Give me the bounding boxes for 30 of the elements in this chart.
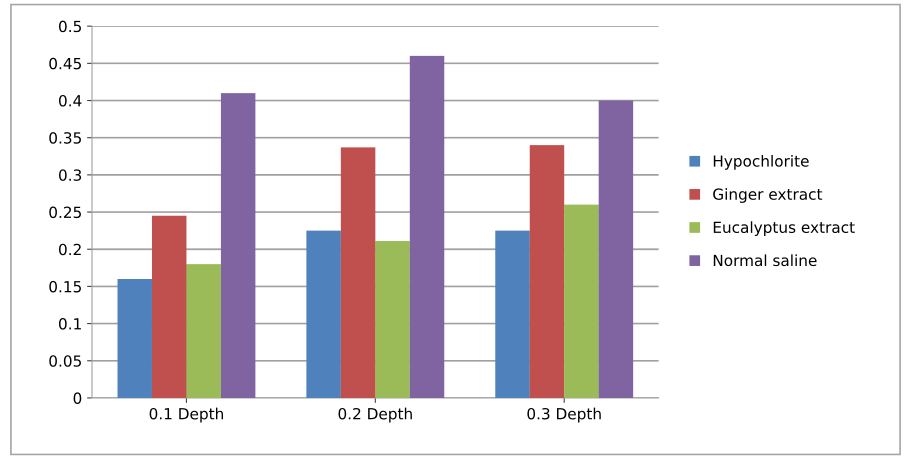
x-tick-label: 0.1 Depth [150,408,223,422]
y-tick-label: 0.3 [59,169,82,181]
y-tick-label: 0.05 [49,355,81,367]
y-tick-label: 0.4 [59,94,82,107]
legend-label: Normal saline [714,254,817,266]
y-tick-label: 0.5 [59,20,81,32]
bar [530,145,564,398]
bar [564,204,599,398]
bar [495,230,530,398]
bar [152,216,186,398]
y-tick-label: 0.45 [49,58,81,70]
legend-label: Eucalyptus extract [714,221,855,236]
legend-label: Hypochlorite [714,154,809,170]
y-tick-label: 0.35 [49,132,81,144]
y-tick-label: 0.25 [49,206,81,218]
bar [220,93,256,398]
y-tick-label: 0.2 [59,244,81,256]
y-tick-label: 0.15 [49,280,81,292]
legend-label: Ginger extract [713,188,822,203]
x-tick-label: 0.3 Depth [527,408,601,422]
bar [598,100,634,398]
y-tick-label: 0 [74,392,82,404]
bar [375,241,410,398]
x-tick-label: 0.2 Depth [338,408,412,422]
bar [306,230,341,398]
bar [118,278,152,398]
bar [186,264,221,398]
y-tick-label: 0.1 [59,318,81,330]
bar [410,56,444,398]
bar [340,147,376,398]
